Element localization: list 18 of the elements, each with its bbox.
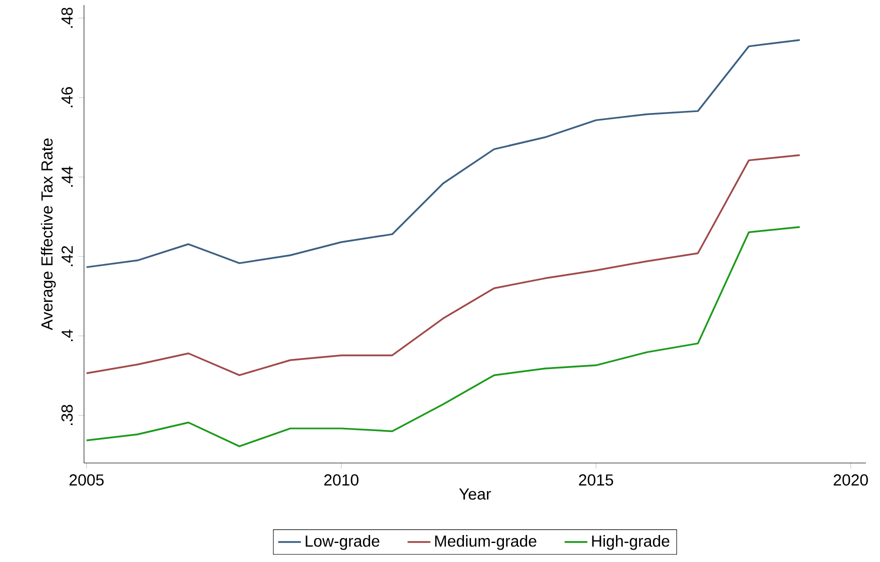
- legend-label: High-grade: [592, 535, 670, 550]
- line-series: [86, 154, 801, 376]
- legend-label: Low-grade: [306, 535, 380, 550]
- line-series: [86, 39, 801, 268]
- y-tick-label: .4: [62, 330, 73, 342]
- x-tick-label: 2015: [579, 474, 614, 486]
- line-series: [86, 226, 801, 448]
- y-tick-label: .48: [61, 8, 73, 28]
- y-tick-label: .44: [62, 166, 73, 187]
- y-axis-title: Average Effective Tax Rate: [40, 138, 56, 330]
- x-tick-label: 2020: [834, 474, 868, 486]
- x-tick-label: 2005: [70, 474, 104, 486]
- legend-label: Medium-grade: [435, 535, 536, 550]
- y-tick-label: .46: [61, 87, 73, 108]
- x-tick-label: 2010: [324, 474, 358, 486]
- y-tick-label: .42: [62, 246, 73, 266]
- y-tick-label: .38: [61, 404, 73, 425]
- x-axis-title: Year: [459, 488, 491, 500]
